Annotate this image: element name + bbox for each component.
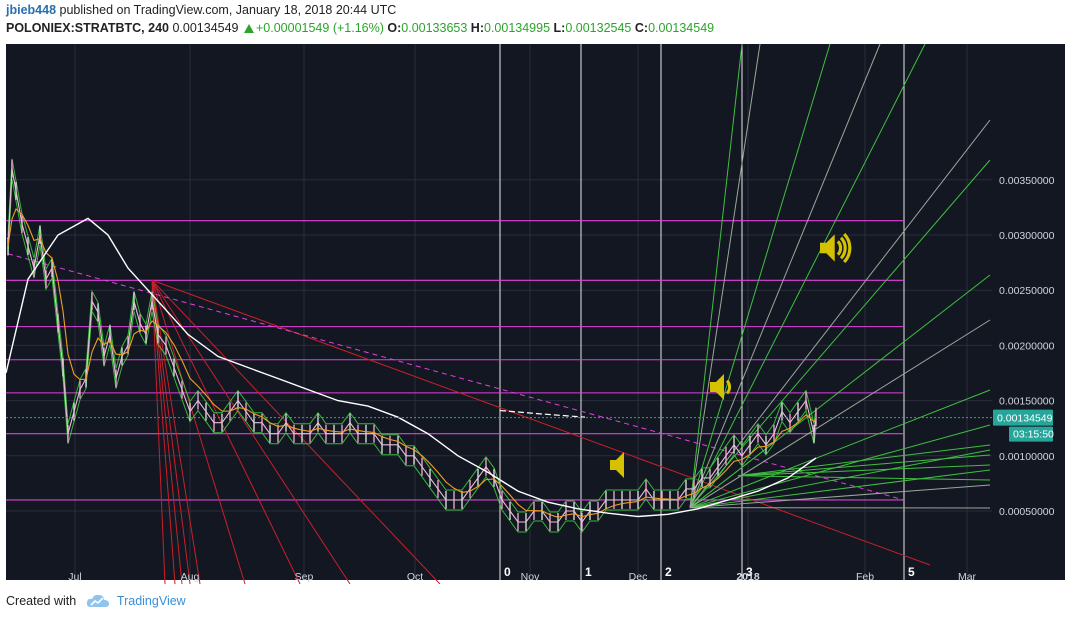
price-chart[interactable]: 0 1 2 3 5 0.00350000 0.00300000 0.00250000 0.002…: [0, 40, 1069, 584]
x-tick-label: Sep: [295, 571, 314, 583]
green-fan-line: [737, 464, 991, 477]
low-label: L:: [553, 21, 566, 35]
green-fan-line: [689, 274, 991, 509]
cycle-marker-label: 3: [746, 565, 753, 579]
green-fan-line: [737, 454, 991, 477]
last-price-badge: [993, 409, 1053, 426]
gray-fan-line: [689, 43, 881, 508]
close-label: C:: [634, 21, 649, 35]
open-label: O:: [387, 21, 402, 35]
x-tick-label: Oct: [407, 571, 423, 583]
y-tick-label: 0.00050000: [999, 506, 1055, 518]
envelope-lower: [7, 178, 817, 533]
y-tick-label: 0.00200000: [999, 340, 1055, 352]
red-fan-line: [151, 280, 301, 584]
green-fan-line: [689, 424, 991, 509]
x-tick-label: Jul: [68, 571, 81, 583]
x-tick-label: 2018: [736, 571, 760, 583]
cycle-marker-label: 5: [908, 565, 915, 579]
speaker-icon: [820, 232, 852, 264]
envelope-upper: [7, 158, 817, 513]
open-value: 0.00133653: [401, 21, 468, 35]
price-change: +0.00001549 (+1.16%): [256, 21, 384, 35]
price-axis-area: [992, 44, 1065, 580]
x-tick-label: Aug: [181, 571, 200, 583]
countdown-badge-text: 03:15:50: [1013, 429, 1054, 441]
gray-fan-line: [689, 484, 991, 509]
green-fan-line: [689, 469, 991, 509]
published-text: published on TradingView.com, January 18…: [59, 3, 397, 17]
green-fan-line: [689, 43, 926, 508]
red-fan-line: [151, 279, 931, 566]
low-value: 0.00132545: [565, 21, 632, 35]
symbol-line: POLONIEX:STRATBTC, 240 0.00134549 +0.000…: [6, 21, 714, 35]
x-tick-label: Feb: [856, 571, 874, 583]
y-tick-label: 0.00250000: [999, 285, 1055, 297]
y-tick-label: 0.00350000: [999, 175, 1055, 187]
dashed-trendline: [7, 253, 905, 501]
current-price: 0.00134549: [172, 21, 239, 35]
publish-line: jbieb448 published on TradingView.com, J…: [6, 3, 396, 17]
cycle-marker-label: 0: [504, 565, 511, 579]
footer: Created with TradingView: [6, 594, 186, 608]
cycle-marker-label: 1: [585, 565, 592, 579]
y-tick-label: 0.00300000: [999, 230, 1055, 242]
gray-fan-line: [689, 319, 991, 509]
x-tick-label: Dec: [629, 571, 648, 583]
speaker-icon: [610, 452, 624, 478]
high-label: H:: [470, 21, 484, 35]
gray-fan-line: [689, 43, 761, 508]
green-fan-line: [689, 43, 831, 508]
speaker-icon: [710, 374, 732, 400]
created-with-text: Created with: [6, 594, 77, 608]
green-fan-line: [737, 444, 991, 477]
high-value: 0.00134995: [484, 21, 551, 35]
red-fan-line: [151, 280, 246, 584]
ema-line: [7, 208, 817, 518]
x-tick-label: Mar: [958, 571, 977, 583]
close-value: 0.00134549: [648, 21, 715, 35]
cycle-marker-label: 2: [665, 565, 672, 579]
green-fan-line: [689, 159, 991, 509]
red-fan-line: [151, 280, 166, 584]
green-fan-line: [689, 449, 991, 509]
countdown-badge: [1009, 426, 1053, 442]
green-fan-line: [689, 389, 991, 509]
arrow-up-icon: [244, 24, 254, 33]
y-tick-label: 0.00100000: [999, 451, 1055, 463]
symbol-label: POLONIEX:STRATBTC, 240: [6, 21, 169, 35]
y-tick-label: 0.00150000: [999, 396, 1055, 408]
red-fan-line: [151, 280, 201, 584]
tradingview-link[interactable]: TradingView: [116, 594, 186, 608]
green-fan-line: [689, 43, 743, 508]
red-fan-line: [151, 279, 441, 584]
green-fan-line: [737, 475, 991, 481]
last-price-badge-text: 0.00134549: [997, 413, 1053, 425]
tradingview-cloud-icon: [86, 594, 109, 607]
author-link[interactable]: jbieb448: [6, 3, 57, 17]
dashed-segment: [499, 409, 586, 418]
x-tick-label: Nov: [521, 571, 540, 583]
